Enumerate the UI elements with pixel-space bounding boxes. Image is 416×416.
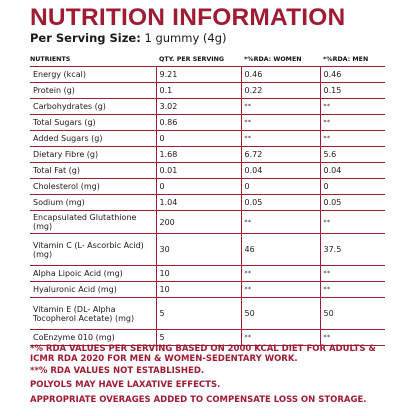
nutrient-name: CoEnzyme 010 (mg) — [30, 329, 156, 346]
table-row: CoEnzyme 010 (mg) 5 ** ** — [30, 329, 385, 346]
rda-women: 0.22 — [240, 82, 320, 99]
rda-women: 46 — [240, 233, 320, 266]
qty-per-serving: 3.02 — [155, 98, 241, 115]
nutrient-name: Carbohydrates (g) — [30, 98, 156, 115]
rda-men: ** — [319, 281, 385, 298]
column-header-rda-women: *%RDA: WOMEN — [241, 53, 320, 67]
qty-per-serving: 1.68 — [155, 146, 241, 163]
rda-women: 6.72 — [240, 146, 320, 163]
qty-per-serving: 9.21 — [155, 66, 241, 83]
rda-men: 37.5 — [319, 233, 385, 266]
table-row: Dietary Fibre (g) 1.68 6.72 5.6 — [30, 146, 385, 163]
table-row: Added Sugars (g) 0 ** ** — [30, 130, 385, 147]
rda-men: 0 — [319, 178, 385, 195]
rda-men: 0.15 — [319, 82, 385, 99]
qty-per-serving: 0.01 — [155, 162, 241, 179]
rda-men: ** — [319, 210, 385, 234]
footnote-overages: APPROPRIATE OVERAGES ADDED TO COMPENSATE… — [30, 395, 367, 405]
table-row: Total Sugars (g) 0.86 ** ** — [30, 114, 385, 131]
qty-per-serving: 0.86 — [155, 114, 241, 131]
rda-men: 0.04 — [319, 162, 385, 179]
rda-men: 5.6 — [319, 146, 385, 163]
qty-per-serving: 1.04 — [155, 194, 241, 211]
rda-women: ** — [240, 130, 320, 147]
footnote-rda-basis: *% RDA VALUES PER SERVING BASED ON 2000 … — [30, 344, 376, 364]
rda-men: 0.05 — [319, 194, 385, 211]
nutrient-name: Total Sugars (g) — [30, 114, 156, 131]
nutrition-table: NUTRIENTS QTY. PER SERVING *%RDA: WOMEN … — [30, 53, 385, 346]
qty-per-serving: 0 — [155, 178, 241, 195]
qty-per-serving: 10 — [155, 265, 241, 282]
nutrient-name: Alpha Lipoic Acid (mg) — [30, 265, 156, 282]
table-row: Encapsulated Glutathione (mg) 200 ** ** — [30, 210, 385, 234]
qty-per-serving: 5 — [155, 297, 241, 330]
nutrient-name: Cholesterol (mg) — [30, 178, 156, 195]
table-row: Vitamin C (L- Ascorbic Acid) (mg) 30 46 … — [30, 233, 385, 266]
serving-size-value: 1 gummy (4g) — [140, 31, 227, 45]
rda-men: ** — [319, 114, 385, 131]
column-header-qty: QTY. PER SERVING — [156, 53, 241, 67]
serving-size: Per Serving Size: 1 gummy (4g) — [30, 31, 227, 45]
footnote-rda-not-established: **% RDA VALUES NOT ESTABLISHED. — [30, 366, 205, 376]
nutrient-name: Sodium (mg) — [30, 194, 156, 211]
table-row: Sodium (mg) 1.04 0.05 0.05 — [30, 194, 385, 211]
column-header-rda-men: *%RDA: MEN — [320, 53, 385, 67]
rda-women: 0 — [240, 178, 320, 195]
column-header-nutrients: NUTRIENTS — [30, 53, 156, 67]
table-row: Hyaluronic Acid (mg) 10 ** ** — [30, 281, 385, 298]
rda-women: ** — [240, 210, 320, 234]
nutrient-name: Dietary Fibre (g) — [30, 146, 156, 163]
table-row: Total Fat (g) 0.01 0.04 0.04 — [30, 162, 385, 179]
nutrient-name: Encapsulated Glutathione (mg) — [30, 210, 156, 234]
nutrient-name: Energy (kcal) — [30, 66, 156, 83]
qty-per-serving: 5 — [155, 329, 241, 346]
rda-men: 0.46 — [319, 66, 385, 83]
table-row: Vitamin E (DL- Alpha Tocopherol Acetate)… — [30, 297, 385, 330]
rda-women: 0.04 — [240, 162, 320, 179]
rda-men: ** — [319, 130, 385, 147]
rda-women: ** — [240, 281, 320, 298]
nutrient-name: Hyaluronic Acid (mg) — [30, 281, 156, 298]
qty-per-serving: 30 — [155, 233, 241, 266]
rda-men: ** — [319, 98, 385, 115]
footnote-polyols-warning: POLYOLS MAY HAVE LAXATIVE EFFECTS. — [30, 380, 221, 390]
rda-women: ** — [240, 329, 320, 346]
rda-women: 0.05 — [240, 194, 320, 211]
table-row: Protein (g) 0.1 0.22 0.15 — [30, 82, 385, 99]
nutrient-name: Protein (g) — [30, 82, 156, 99]
nutrient-name: Added Sugars (g) — [30, 130, 156, 147]
rda-women: 0.46 — [240, 66, 320, 83]
qty-per-serving: 0 — [155, 130, 241, 147]
rda-men: 50 — [319, 297, 385, 330]
table-row: Energy (kcal) 9.21 0.46 0.46 — [30, 66, 385, 83]
qty-per-serving: 0.1 — [155, 82, 241, 99]
qty-per-serving: 10 — [155, 281, 241, 298]
rda-men: ** — [319, 329, 385, 346]
nutrient-name: Total Fat (g) — [30, 162, 156, 179]
page-title: NUTRITION INFORMATION — [30, 4, 346, 31]
serving-size-label: Per Serving Size: — [30, 31, 141, 45]
rda-women: ** — [240, 265, 320, 282]
rda-women: ** — [240, 98, 320, 115]
rda-women: 50 — [240, 297, 320, 330]
table-row: Alpha Lipoic Acid (mg) 10 ** ** — [30, 265, 385, 282]
table-row: Cholesterol (mg) 0 0 0 — [30, 178, 385, 195]
rda-women: ** — [240, 114, 320, 131]
table-row: Carbohydrates (g) 3.02 ** ** — [30, 98, 385, 115]
nutrient-name: Vitamin E (DL- Alpha Tocopherol Acetate)… — [30, 297, 156, 330]
nutrient-name: Vitamin C (L- Ascorbic Acid) (mg) — [30, 233, 156, 266]
rda-men: ** — [319, 265, 385, 282]
qty-per-serving: 200 — [155, 210, 241, 234]
table-header-row: NUTRIENTS QTY. PER SERVING *%RDA: WOMEN … — [30, 53, 385, 67]
